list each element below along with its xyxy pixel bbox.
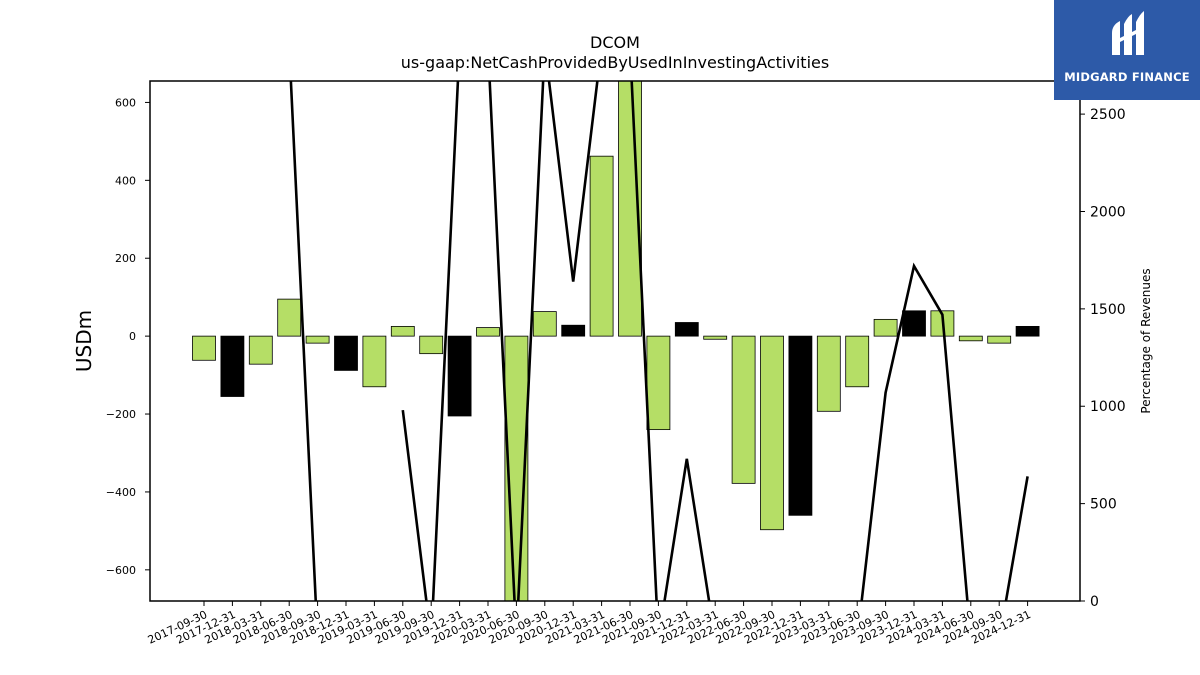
bar xyxy=(646,335,671,431)
bar xyxy=(447,335,472,417)
y-tick-label: 600 xyxy=(115,96,136,109)
y2-tick-label: 2000 xyxy=(1090,204,1126,220)
bar xyxy=(192,335,216,361)
chart-subtitle: us-gaap:NetCashProvidedByUsedInInvesting… xyxy=(401,53,829,72)
bar xyxy=(873,318,898,337)
series-line xyxy=(289,81,1029,601)
y2-tick-label: 1500 xyxy=(1090,302,1126,318)
bar xyxy=(987,335,1012,344)
y2-tick-label: 0 xyxy=(1090,594,1099,610)
bar xyxy=(703,335,728,340)
bar xyxy=(958,335,983,342)
y2-tick-label: 1000 xyxy=(1090,399,1126,415)
y2-tick-label: 2500 xyxy=(1090,107,1126,123)
y2-axis-label: Percentage of Revenues xyxy=(1139,268,1153,413)
bar xyxy=(419,335,444,355)
bar xyxy=(816,335,841,412)
bar xyxy=(390,325,415,337)
plot-frame xyxy=(149,80,1081,602)
y-tick-label: −600 xyxy=(106,564,136,577)
bar xyxy=(589,155,614,337)
y-tick-label: 200 xyxy=(115,252,136,265)
bar xyxy=(760,335,784,531)
bar xyxy=(362,335,387,388)
bar xyxy=(305,335,330,344)
y-axis-left: −600 −400 −200 0 200 400 600 xyxy=(106,96,150,577)
bar xyxy=(220,335,245,397)
bar xyxy=(731,335,756,484)
bar xyxy=(845,335,870,388)
bar xyxy=(674,322,699,337)
bar xyxy=(277,298,302,337)
bar xyxy=(532,311,557,337)
y-tick-label: 0 xyxy=(129,330,136,343)
bar xyxy=(902,310,926,337)
x-axis: 2017-09-302017-12-312018-03-312018-06-30… xyxy=(146,601,1033,647)
bar xyxy=(1015,325,1040,337)
chart-title: DCOM xyxy=(590,33,640,52)
line-layer xyxy=(289,81,1029,601)
bar xyxy=(248,335,273,365)
bar xyxy=(561,324,586,337)
bars-layer xyxy=(192,81,1040,601)
y-axis-right: 0 500 1000 1500 2000 2500 xyxy=(1080,107,1126,610)
y-axis-label: USDm xyxy=(72,310,96,372)
bar xyxy=(334,335,358,371)
y-tick-label: 400 xyxy=(115,174,136,187)
bar xyxy=(788,335,813,516)
brand-mark-icon xyxy=(1112,11,1144,55)
y-tick-label: −400 xyxy=(106,486,136,499)
y2-tick-label: 500 xyxy=(1090,497,1117,513)
brand-name: MIDGARD FINANCE xyxy=(1064,70,1190,84)
brand-logo: MIDGARD FINANCE xyxy=(1054,0,1200,100)
bar xyxy=(476,327,500,337)
y-tick-label: −200 xyxy=(106,408,136,421)
